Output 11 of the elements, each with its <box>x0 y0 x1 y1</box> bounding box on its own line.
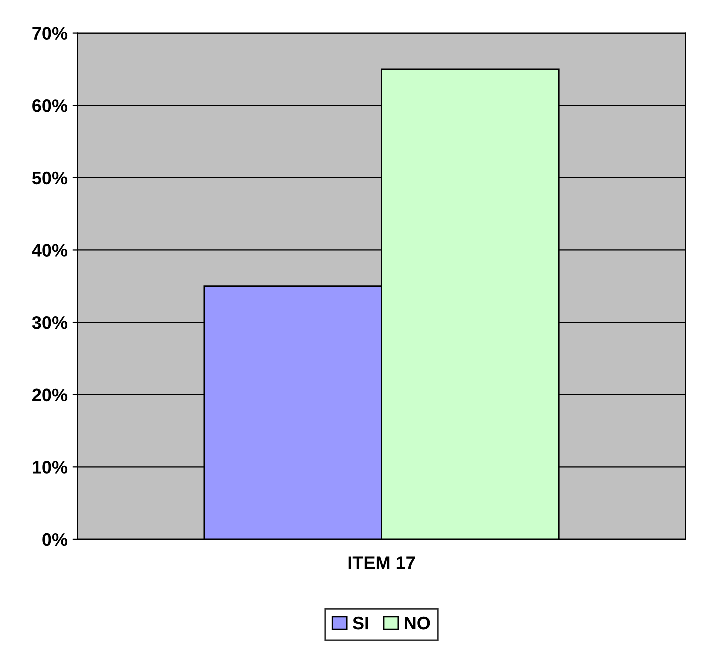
y-tick-label: 40% <box>32 244 68 257</box>
y-tick-label: 20% <box>32 388 68 402</box>
legend-label: NO <box>405 616 430 630</box>
y-tick-label: 60% <box>32 100 68 112</box>
y-tick-label: 0% <box>42 533 68 546</box>
x-tick-label: ITEM 17 <box>348 556 416 570</box>
y-tick-label: 50% <box>32 172 68 185</box>
y-tick-label: 30% <box>32 316 68 330</box>
y-tick-label: 70% <box>32 27 68 40</box>
y-tick-label: 10% <box>33 461 68 474</box>
legend-label: SI <box>353 616 368 630</box>
